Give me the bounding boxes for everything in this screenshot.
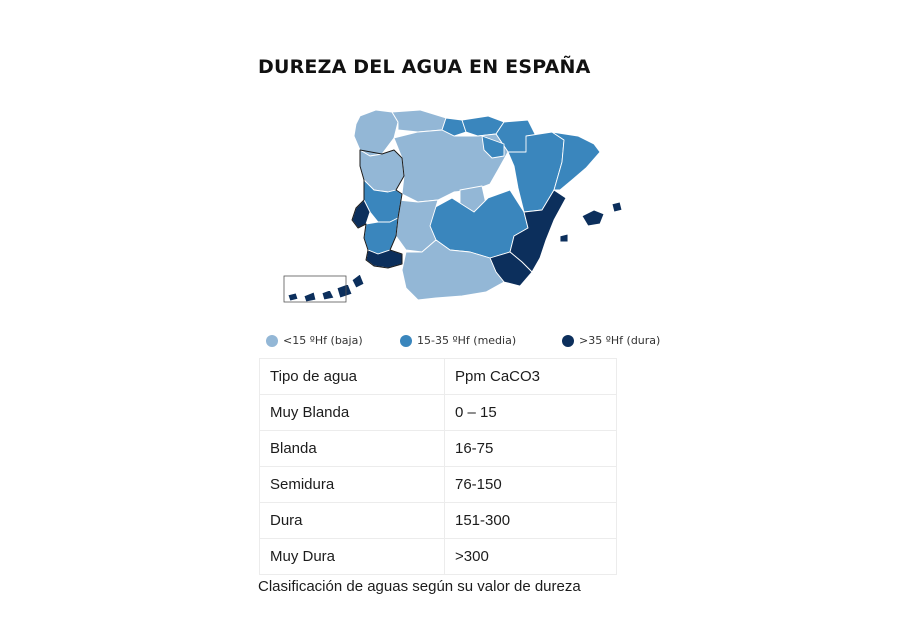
table-row: Tipo de agua Ppm CaCO3 [259, 358, 617, 395]
map-region-cantabria [441, 117, 467, 137]
table-caption: Clasificación de aguas según su valor de… [258, 578, 581, 595]
map-title: DUREZA DEL AGUA EN ESPAÑA [258, 56, 591, 78]
legend-swatch-baja [266, 334, 278, 347]
table-cell: 151-300 [444, 502, 617, 539]
map-region-comunidad-valenciana [509, 189, 567, 273]
map-region-alentejo [363, 217, 399, 255]
legend-item-baja: <15 ºHf (baja) [266, 334, 363, 347]
map-legend: <15 ºHf (baja) 15-35 ºHf (media) >35 ºHf… [266, 334, 666, 352]
map-region-islas-baleares [559, 201, 623, 243]
table-row: Blanda 16-75 [259, 430, 617, 467]
table-cell: >300 [444, 538, 617, 575]
map-region-castilla-y-león [393, 129, 509, 203]
legend-label-baja: <15 ºHf (baja) [283, 334, 363, 347]
legend-item-dura: >35 ºHf (dura) [562, 334, 660, 347]
table-row: Semidura 76-150 [259, 466, 617, 503]
table-cell: Muy Dura [259, 538, 445, 575]
table-cell: Blanda [259, 430, 445, 467]
legend-swatch-media [400, 334, 412, 347]
table-cell: Tipo de agua [259, 358, 445, 395]
table-row: Muy Blanda 0 – 15 [259, 394, 617, 431]
legend-swatch-dura [562, 334, 574, 347]
table-cell: 76-150 [444, 466, 617, 503]
table-row: Muy Dura >300 [259, 538, 617, 575]
map-region-galicia [353, 109, 399, 157]
map-card: DUREZA DEL AGUA EN ESPAÑA [242, 40, 662, 358]
map-region-asturias [391, 109, 447, 133]
table-cell: Dura [259, 502, 445, 539]
legend-label-media: 15-35 ºHf (media) [417, 334, 517, 347]
portugal-outline [351, 149, 405, 269]
table-cell: 16-75 [444, 430, 617, 467]
table-cell: Muy Blanda [259, 394, 445, 431]
table-cell: Ppm CaCO3 [444, 358, 617, 395]
table-row: Dura 151-300 [259, 502, 617, 539]
spain-hardness-map [283, 109, 623, 303]
table-cell: 0 – 15 [444, 394, 617, 431]
table-cell: Semidura [259, 466, 445, 503]
hardness-table: Tipo de agua Ppm CaCO3 Muy Blanda 0 – 15… [259, 358, 617, 575]
map-region-islas-canarias [287, 273, 365, 303]
map-region-andalucía [401, 239, 505, 301]
canary-inset-frame [283, 275, 347, 303]
map-region-cataluña [551, 131, 601, 191]
legend-item-media: 15-35 ºHf (media) [400, 334, 516, 347]
map-region-la-rioja [481, 135, 505, 159]
legend-label-dura: >35 ºHf (dura) [579, 334, 661, 347]
